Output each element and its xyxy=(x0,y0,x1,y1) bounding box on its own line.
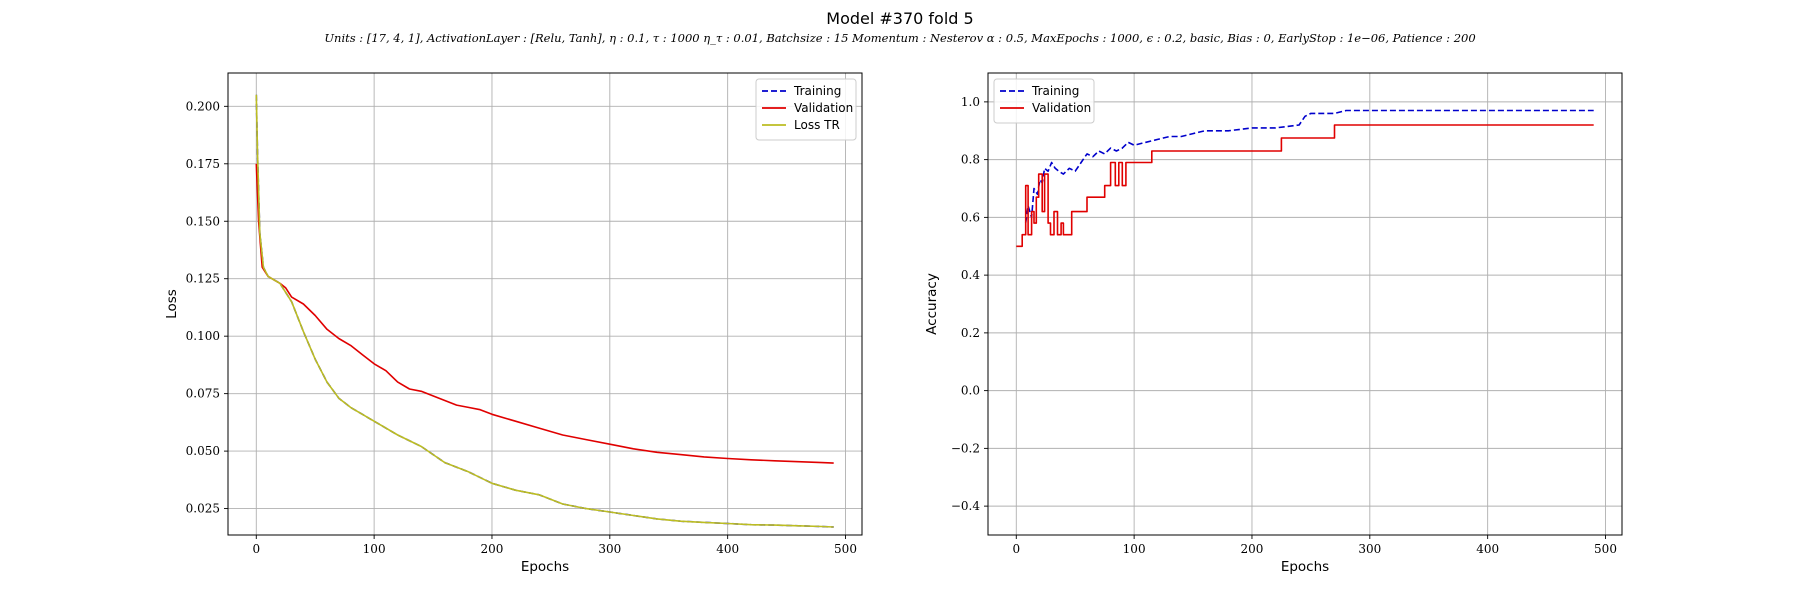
legend-box xyxy=(993,78,1095,124)
legend-label: Training xyxy=(793,84,841,98)
legend-label: Validation xyxy=(794,101,853,115)
x-tick-label: 0 xyxy=(252,542,260,556)
legend-label: Validation xyxy=(1032,101,1091,115)
x-tick-label: 100 xyxy=(1123,542,1146,556)
plot-frame xyxy=(227,72,863,536)
figure-subtitle: Units : [17, 4, 1], ActivationLayer : [R… xyxy=(324,31,1475,45)
x-tick-label: 300 xyxy=(598,542,621,556)
series-training-line xyxy=(1024,109,1594,224)
x-tick-label: 500 xyxy=(1594,542,1617,556)
legend-label: Loss TR xyxy=(794,118,840,132)
legend: Training Validation xyxy=(993,78,1095,124)
y-tick-label: 0.150 xyxy=(186,214,220,228)
x-tick-label: 300 xyxy=(1358,542,1381,556)
legend: Training Validation Loss TR xyxy=(755,78,857,141)
x-tick-label: 500 xyxy=(834,542,857,556)
figure-title: Model #370 fold 5 xyxy=(826,9,973,28)
x-axis-label: Epochs xyxy=(1281,559,1329,575)
y-tick-label: −0.2 xyxy=(951,441,980,455)
series-validation-line xyxy=(255,163,834,464)
x-tick-label: 0 xyxy=(1012,542,1020,556)
y-tick-label: 0.4 xyxy=(961,268,980,282)
y-tick-label: 0.025 xyxy=(186,502,220,516)
series-training-line xyxy=(255,94,834,528)
y-tick-label: 0.175 xyxy=(186,157,220,171)
x-tick-label: 400 xyxy=(1476,542,1499,556)
x-tick-label: 200 xyxy=(481,542,504,556)
x-tick-label: 200 xyxy=(1241,542,1264,556)
loss-chart: 0 100 200 300 400 500 0.025 0.050 0.075 0.100 0.12… xyxy=(164,72,863,575)
legend-label: Training xyxy=(1031,84,1079,98)
y-tick-label: 1.0 xyxy=(961,95,980,109)
y-tick-label: 0.200 xyxy=(186,99,220,113)
x-axis-label: Epochs xyxy=(521,559,569,575)
y-tick-label: 0.6 xyxy=(961,210,980,224)
accuracy-chart: 0 100 200 300 400 500 −0.4 −0.2 0.0 0.2 0.4 0.6 0.8 1… xyxy=(924,72,1623,575)
x-tick-label: 400 xyxy=(716,542,739,556)
y-tick-label: 0.8 xyxy=(961,153,980,167)
y-tick-label: 0.050 xyxy=(186,444,220,458)
series-validation-line xyxy=(1016,124,1594,248)
y-tick-label: 0.100 xyxy=(186,329,220,343)
y-tick-label: 0.125 xyxy=(186,272,220,286)
series-loss-tr-line xyxy=(255,94,834,528)
x-tick-label: 100 xyxy=(363,542,386,556)
y-tick-label: 0.075 xyxy=(186,387,220,401)
y-tick-label: −0.4 xyxy=(951,499,981,513)
y-axis-label: Accuracy xyxy=(924,273,940,335)
y-tick-label: 0.2 xyxy=(961,326,980,340)
plot-frame xyxy=(987,72,1623,536)
y-tick-label: 0.0 xyxy=(961,384,980,398)
y-axis-label: Loss xyxy=(164,289,180,319)
